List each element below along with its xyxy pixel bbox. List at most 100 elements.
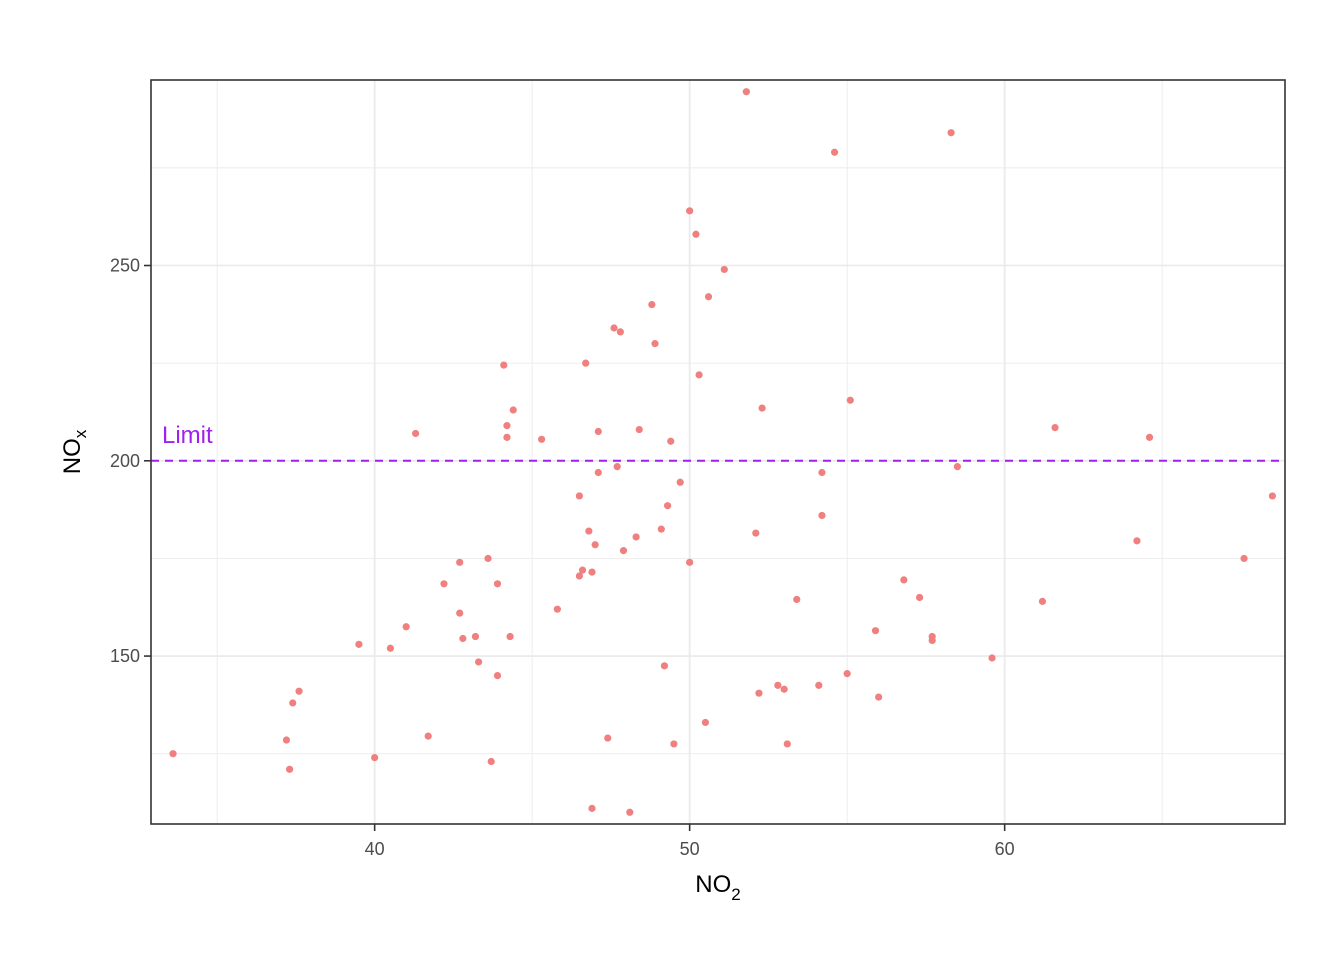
data-point — [355, 640, 363, 648]
data-point — [371, 754, 379, 762]
plot-background — [151, 80, 1285, 824]
data-point — [632, 533, 640, 541]
data-point — [578, 566, 587, 574]
y-tick-label: 150 — [110, 646, 140, 666]
data-point — [503, 422, 511, 430]
data-point — [475, 658, 483, 666]
data-point — [1038, 597, 1047, 605]
data-point — [875, 693, 883, 701]
data-point — [613, 463, 621, 471]
data-point — [456, 558, 464, 566]
data-point — [818, 468, 826, 477]
data-point — [686, 558, 694, 566]
data-point — [815, 681, 823, 689]
data-point — [871, 627, 880, 635]
data-point — [500, 361, 508, 369]
data-point — [916, 593, 924, 602]
data-point — [594, 468, 602, 477]
limit-label: Limit — [162, 422, 213, 449]
data-point — [843, 670, 851, 678]
data-point — [493, 580, 502, 588]
x-tick-label: 40 — [365, 839, 385, 859]
data-point — [720, 265, 728, 274]
data-point — [1133, 537, 1141, 545]
data-point — [947, 129, 955, 137]
data-point — [676, 478, 684, 486]
data-point — [575, 492, 584, 500]
data-point — [704, 293, 713, 301]
y-axis: 150 200 250 — [110, 256, 151, 666]
y-axis-title-subscript: x — [71, 429, 90, 438]
data-point — [588, 568, 596, 576]
data-point — [686, 207, 694, 215]
data-point — [1051, 423, 1059, 432]
data-point — [626, 808, 634, 816]
data-point — [793, 595, 801, 604]
data-point — [619, 547, 628, 555]
data-point — [695, 371, 703, 379]
data-point — [471, 632, 480, 641]
data-point — [506, 632, 514, 641]
data-point — [818, 511, 826, 520]
data-point — [575, 572, 584, 580]
data-point — [484, 554, 492, 563]
data-point — [846, 396, 854, 404]
data-point — [286, 765, 294, 773]
y-axis-title: NOx — [59, 429, 90, 474]
x-axis-title-base: NO — [695, 871, 731, 898]
data-point — [900, 576, 908, 584]
data-point — [953, 463, 962, 471]
data-point — [667, 437, 675, 445]
data-point — [594, 427, 602, 436]
data-point — [660, 662, 669, 670]
data-point — [582, 359, 590, 367]
data-point — [692, 230, 700, 238]
data-point — [780, 685, 788, 693]
data-point — [412, 429, 420, 438]
data-point — [635, 425, 643, 434]
data-point — [553, 605, 561, 613]
data-point — [282, 736, 291, 744]
data-point — [988, 654, 996, 662]
data-point — [386, 644, 394, 652]
y-axis-title-base: NO — [59, 438, 86, 474]
data-point — [440, 580, 448, 588]
data-point — [755, 689, 763, 697]
data-point — [591, 541, 599, 549]
data-point — [424, 732, 432, 740]
data-point — [459, 634, 467, 643]
data-point — [295, 687, 303, 695]
data-point — [701, 718, 710, 727]
y-tick-label: 250 — [110, 256, 140, 276]
data-point — [742, 88, 750, 96]
x-tick-label: 60 — [995, 839, 1015, 859]
data-point — [604, 734, 612, 742]
data-point — [402, 623, 410, 631]
data-point — [169, 750, 177, 758]
data-point — [783, 740, 791, 748]
data-point — [1240, 554, 1248, 563]
data-point — [585, 527, 593, 535]
minor-gridlines — [151, 80, 1285, 824]
data-point — [289, 699, 297, 707]
x-axis: 40 50 60 — [365, 824, 1015, 859]
data-point — [493, 671, 502, 680]
plot-border — [150, 79, 1286, 825]
data-point — [657, 525, 665, 533]
data-point — [610, 324, 618, 332]
data-point — [648, 300, 656, 309]
data-point — [616, 328, 624, 336]
data-point — [752, 529, 760, 537]
x-axis-title-subscript: 2 — [731, 885, 740, 904]
y-tick-label: 200 — [110, 451, 140, 471]
data-point — [830, 148, 839, 156]
data-point — [758, 404, 766, 412]
data-point — [1145, 433, 1154, 441]
data-point — [456, 609, 464, 617]
x-tick-label: 50 — [680, 839, 700, 859]
data-points — [169, 88, 1276, 816]
data-point — [588, 804, 596, 812]
data-point — [774, 681, 782, 689]
data-point — [928, 636, 936, 645]
